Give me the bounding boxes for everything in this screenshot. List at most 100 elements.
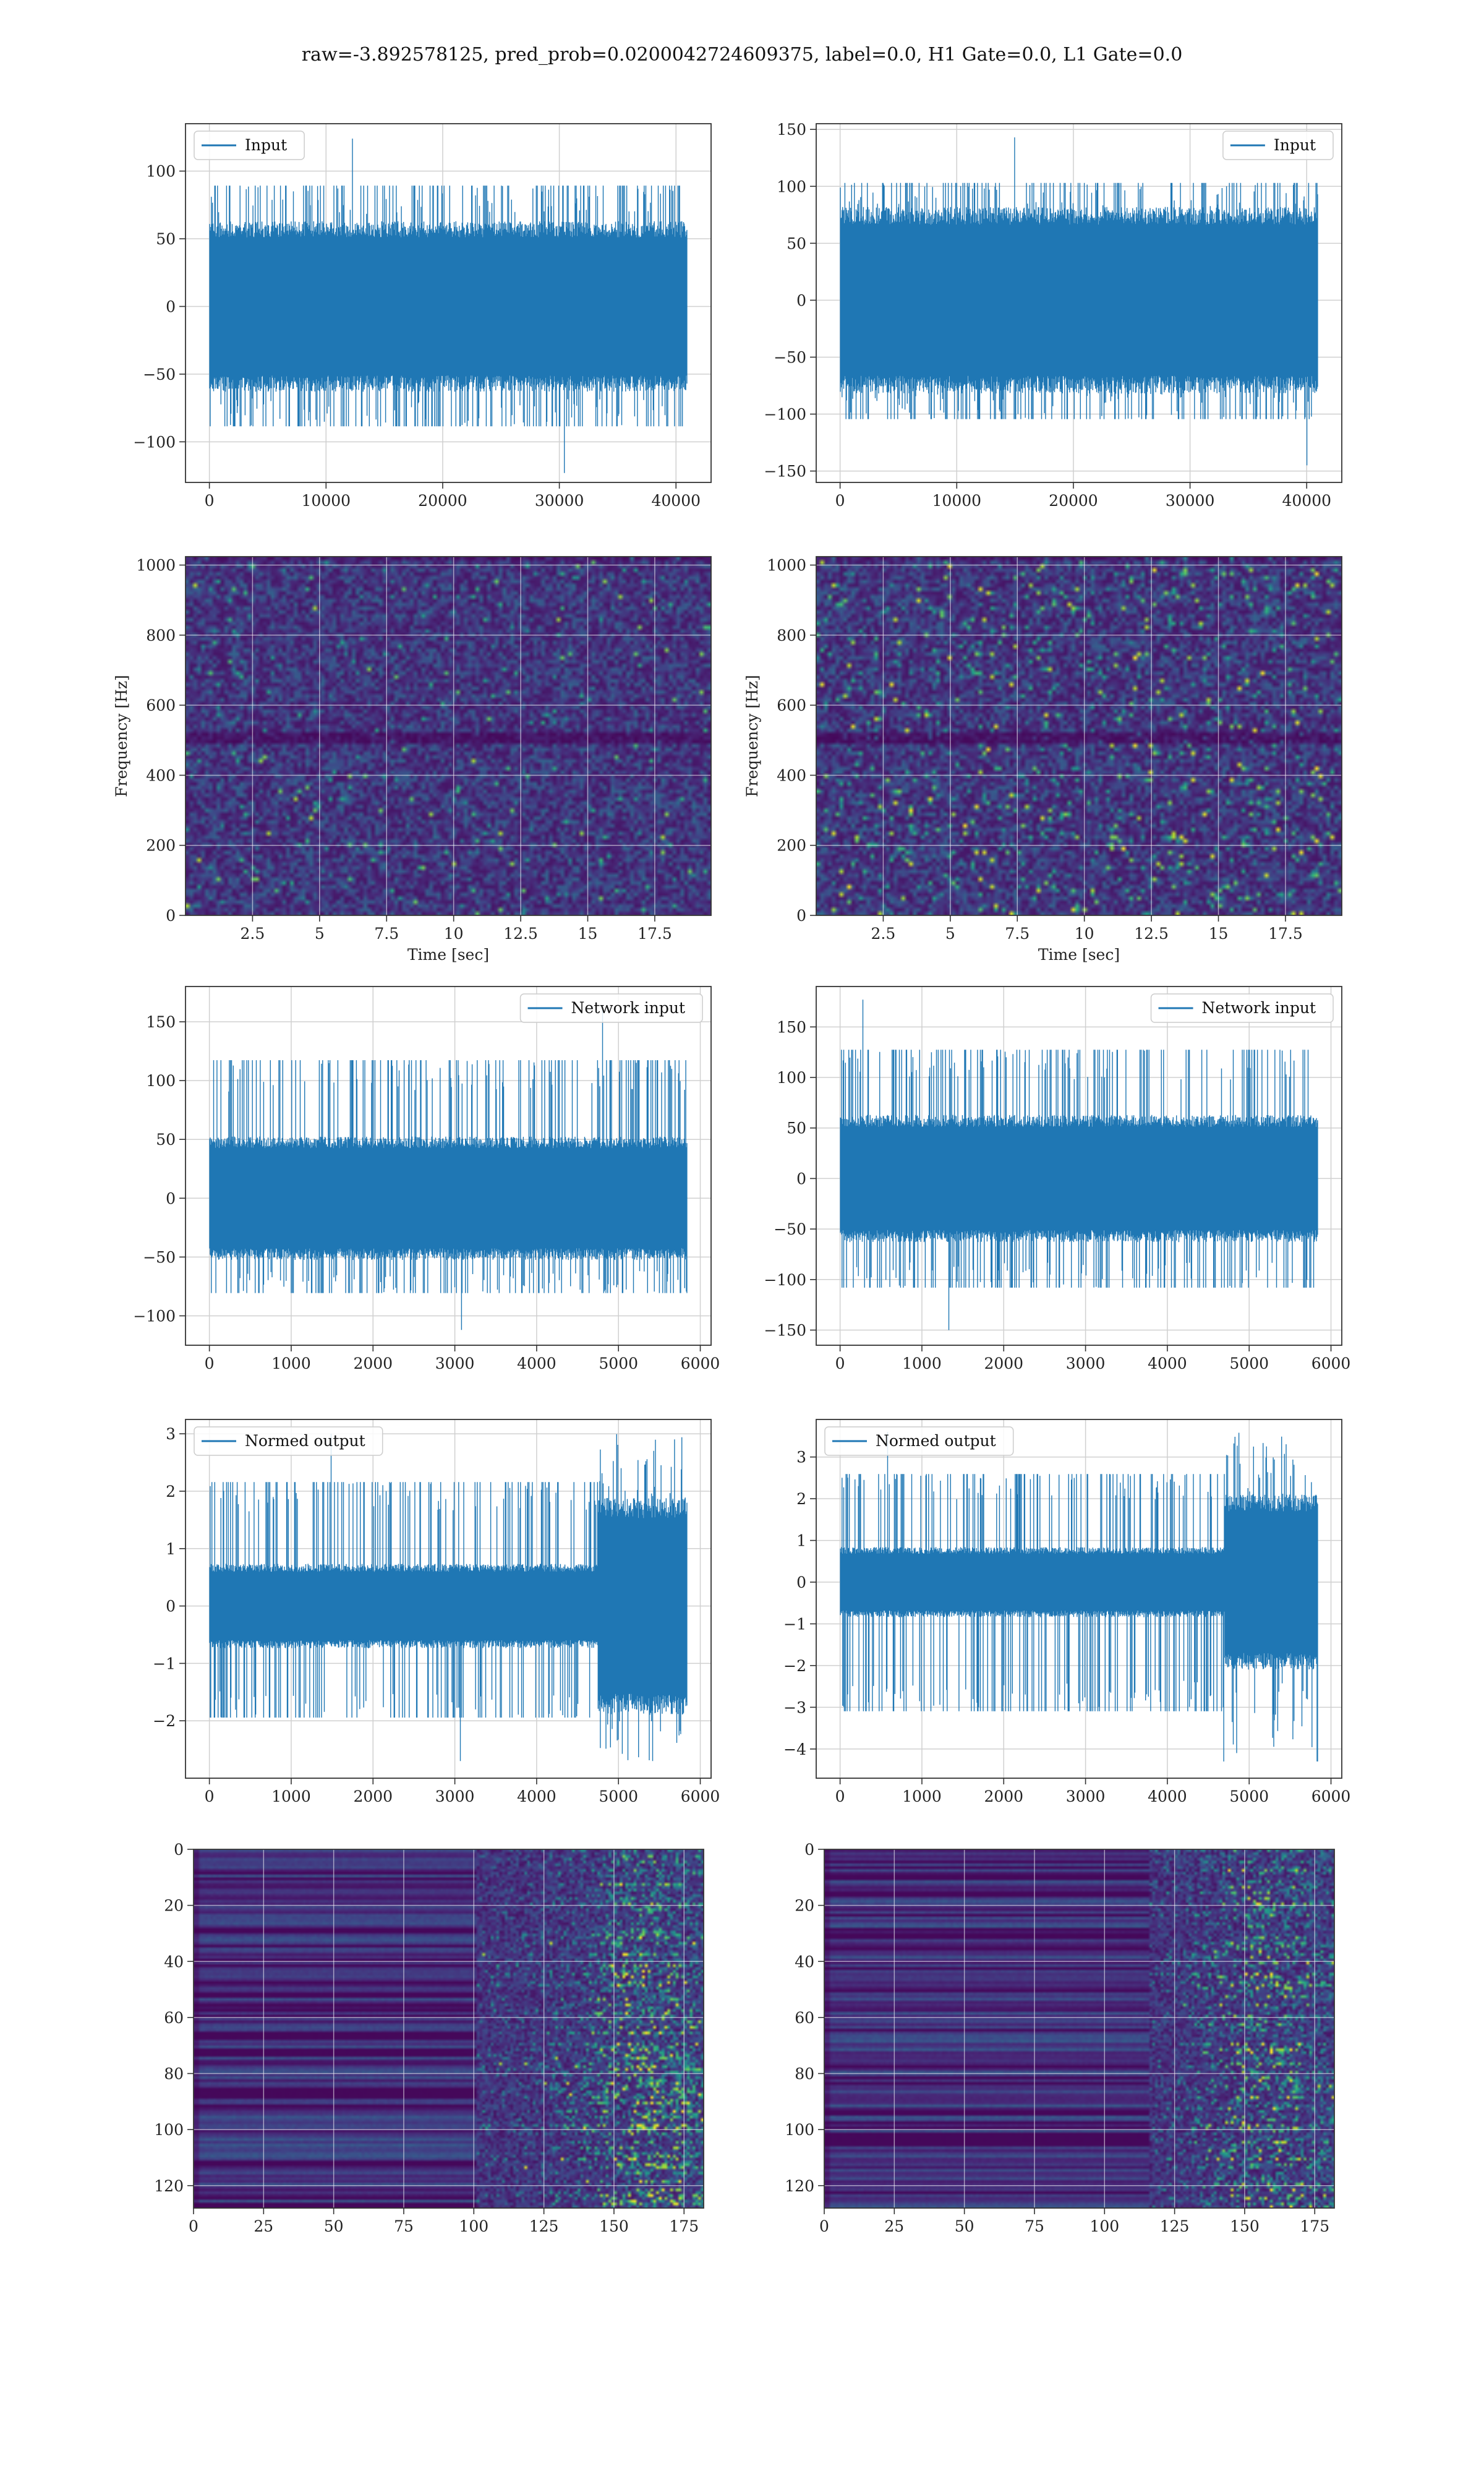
y-tick-label: 150: [777, 1018, 806, 1036]
x-tick-label: 5000: [599, 1787, 638, 1805]
y-tick-label: 1: [166, 1540, 176, 1558]
spectrogram-image: [816, 557, 1342, 915]
x-tick-label: 0: [205, 1355, 215, 1372]
axes-frame: [193, 1849, 704, 2209]
x-tick-label: 0: [835, 1355, 845, 1372]
x-tick-label: 175: [669, 2217, 699, 2235]
y-tick-label: 200: [146, 837, 176, 855]
x-tick-label: 0: [835, 492, 845, 510]
x-tick-label: 10: [1075, 925, 1094, 943]
x-tick-label: 2000: [984, 1355, 1023, 1372]
x-tick-label: 50: [324, 2217, 344, 2235]
x-tick-label: 25: [884, 2217, 904, 2235]
legend-label: Network input: [1202, 999, 1316, 1017]
legend-label: Input: [1274, 136, 1316, 154]
y-tick-label: 2: [166, 1483, 176, 1500]
x-axis-label: Time [sec]: [1038, 946, 1120, 964]
x-tick-label: 0: [189, 2217, 198, 2235]
feature-map-image: [824, 1849, 1334, 2208]
legend-label: Normed output: [876, 1432, 996, 1450]
legend: Network input: [1150, 993, 1334, 1023]
y-tick-label: −100: [133, 433, 176, 451]
y-tick-label: 0: [796, 1170, 806, 1188]
y-tick-label: −1: [153, 1654, 176, 1672]
y-tick-label: −4: [783, 1740, 806, 1758]
x-tick-label: 0: [819, 2217, 829, 2235]
x-tick-label: 1000: [902, 1355, 942, 1372]
chart-feature-map-left: 0 25 50 75 100 125 150 175 0 20 40 60 80 100 120: [154, 1841, 704, 2235]
chart-spectrogram-right: 2.5 5 7.5 10 12.5 15 17.5 0 200 400 600 800 1000 Time…: [743, 556, 1342, 964]
y-tick-label: 0: [796, 907, 806, 925]
y-tick-label: 50: [156, 1131, 176, 1149]
y-tick-label: 0: [796, 291, 806, 309]
axes-frame: [816, 1419, 1342, 1779]
y-tick-label: 1: [796, 1532, 806, 1550]
axes-frame: [185, 1419, 712, 1779]
y-tick-label: 3: [796, 1449, 806, 1466]
y-tick-label: −50: [774, 1220, 806, 1238]
x-tick-label: 30000: [535, 492, 584, 510]
y-tick-label: 0: [166, 1598, 176, 1616]
y-tick-label: 150: [777, 121, 806, 139]
y-tick-label: 80: [164, 2065, 184, 2083]
x-tick-label: 15: [1209, 925, 1229, 943]
legend-label: Input: [245, 136, 287, 154]
y-tick-label: 20: [795, 1897, 814, 1915]
y-tick-label: −100: [764, 406, 806, 424]
x-tick-label: 10000: [302, 492, 351, 510]
x-tick-label: 10: [444, 925, 464, 943]
series-line: [209, 1006, 688, 1330]
x-tick-label: 2000: [984, 1787, 1023, 1805]
legend-box: [194, 1426, 383, 1456]
x-tick-label: 17.5: [638, 925, 672, 943]
y-tick-label: −50: [774, 348, 806, 366]
x-tick-label: 4000: [517, 1355, 556, 1372]
y-tick-label: 2: [796, 1490, 806, 1508]
y-tick-label: 20: [164, 1897, 184, 1915]
legend-box: [824, 1426, 1014, 1456]
legend: Normed output: [194, 1426, 383, 1456]
legend: Network input: [519, 993, 703, 1023]
x-tick-label: 2000: [353, 1355, 393, 1372]
x-tick-label: 12.5: [1134, 925, 1169, 943]
y-tick-label: 1000: [767, 557, 806, 575]
x-tick-label: 3000: [1066, 1355, 1106, 1372]
series-line: [840, 1432, 1318, 1761]
chart-network-input-left: 0 1000 2000 3000 4000 5000 6000 −100 −50 0 50 100 15…: [133, 986, 720, 1372]
x-tick-label: 0: [835, 1787, 845, 1805]
y-tick-label: 0: [174, 1841, 184, 1859]
y-tick-label: 3: [166, 1425, 176, 1443]
x-tick-label: 75: [1025, 2217, 1044, 2235]
x-tick-label: 100: [1090, 2217, 1119, 2235]
legend: Input: [1222, 131, 1334, 160]
x-tick-label: 3000: [1066, 1787, 1106, 1805]
y-tick-label: 400: [777, 766, 806, 784]
chart-input-right: 0 10000 20000 30000 40000 −150 −100 −50 0 50 100 15…: [764, 121, 1342, 510]
x-tick-label: 50: [955, 2217, 974, 2235]
legend-box: [194, 131, 305, 160]
x-axis-label: Time [sec]: [407, 946, 489, 964]
y-tick-label: 200: [777, 837, 806, 855]
legend-box: [519, 993, 703, 1023]
x-tick-label: 1000: [271, 1787, 311, 1805]
y-axis-label: Frequency [Hz]: [743, 675, 761, 797]
x-tick-label: 12.5: [503, 925, 538, 943]
x-tick-label: 2000: [353, 1787, 393, 1805]
x-tick-label: 1000: [902, 1787, 942, 1805]
y-tick-label: 1000: [136, 557, 176, 575]
axes-frame: [185, 556, 712, 916]
y-tick-label: −100: [764, 1271, 806, 1289]
x-tick-label: 75: [394, 2217, 414, 2235]
x-tick-label: 7.5: [374, 925, 399, 943]
y-tick-label: −2: [153, 1712, 176, 1730]
x-tick-label: 5000: [599, 1355, 638, 1372]
chart-network-input-right: 0 1000 2000 3000 4000 5000 6000 −150 −100 −50 0 50 1…: [764, 986, 1350, 1372]
legend: Normed output: [824, 1426, 1014, 1456]
x-tick-label: 3000: [435, 1787, 475, 1805]
y-tick-label: 100: [146, 163, 176, 181]
x-tick-label: 4000: [1148, 1787, 1187, 1805]
feature-map-image: [194, 1849, 704, 2208]
axes-frame: [816, 986, 1342, 1346]
x-tick-label: 5: [315, 925, 325, 943]
x-tick-label: 0: [205, 492, 215, 510]
